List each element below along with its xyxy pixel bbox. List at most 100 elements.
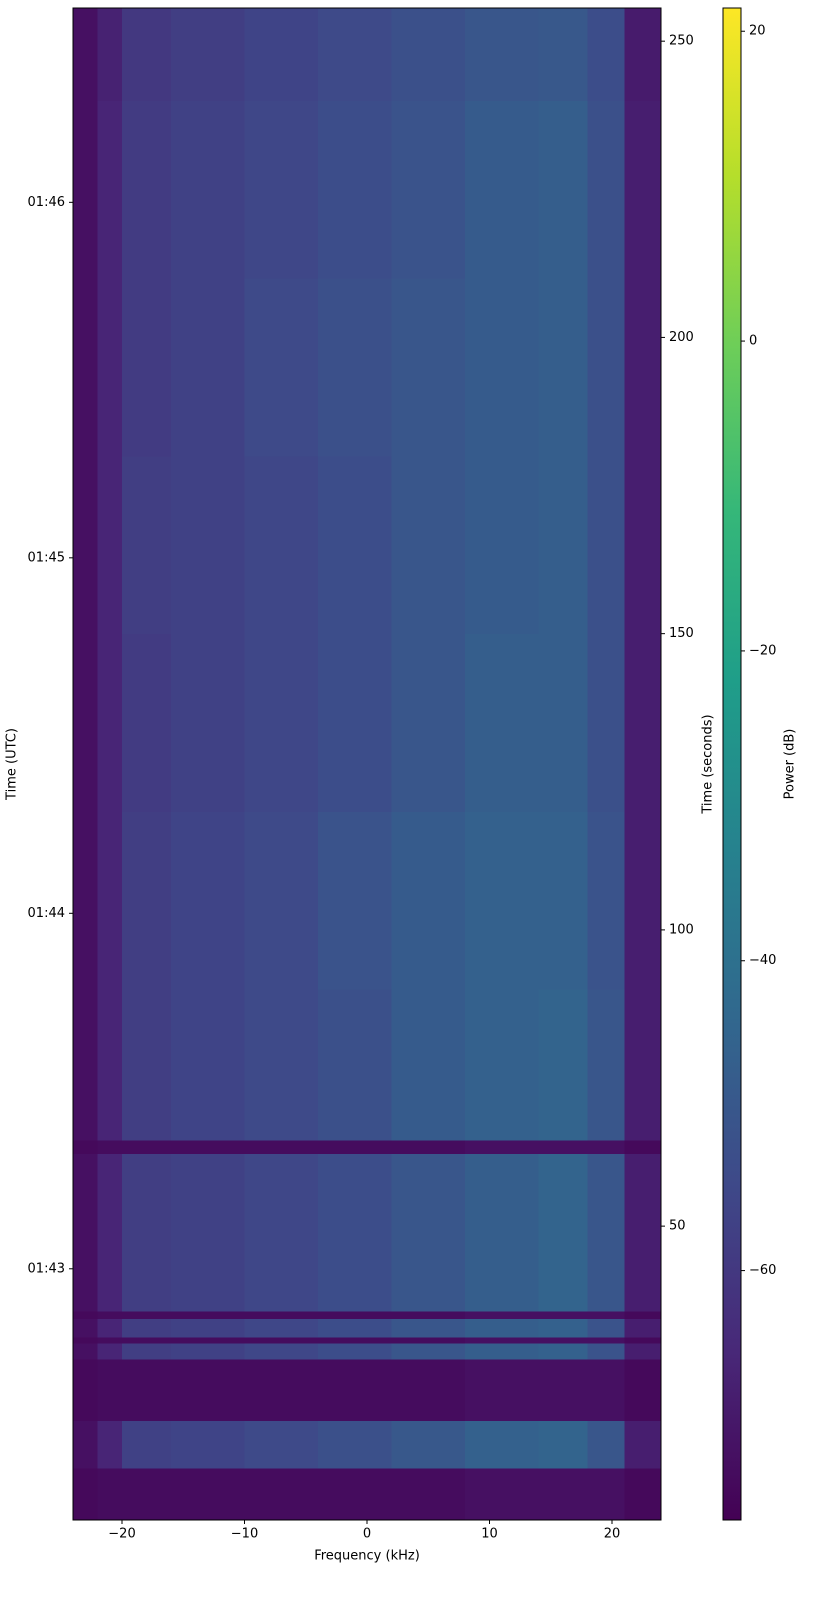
heat-cell	[244, 1358, 319, 1421]
heat-cell	[391, 278, 466, 457]
heat-cell	[538, 1420, 588, 1469]
heat-cell	[318, 1336, 392, 1344]
heat-cell	[122, 1467, 172, 1521]
heat-cell	[73, 989, 98, 1141]
heat-cell	[465, 1467, 539, 1521]
heat-cell	[171, 278, 245, 457]
heat-cell	[587, 278, 625, 457]
heat-cell	[587, 1342, 625, 1360]
heat-cell	[171, 100, 245, 279]
heat-cell	[538, 811, 588, 990]
heat-cell	[465, 1336, 539, 1344]
heat-cell	[538, 1358, 588, 1421]
heat-cell	[538, 8, 588, 101]
heat-cell	[624, 1420, 662, 1469]
heat-cell	[391, 633, 466, 812]
x-tick-label: 0	[363, 1527, 371, 1542]
heat-cell	[244, 1342, 319, 1360]
heat-cell	[171, 633, 245, 812]
heat-cell	[122, 1336, 172, 1344]
heat-cell	[538, 1467, 588, 1521]
heat-cell	[587, 1140, 625, 1154]
heat-cell	[624, 1140, 662, 1154]
heat-cell	[624, 1153, 662, 1312]
heat-cell	[587, 1336, 625, 1344]
heat-cell	[624, 633, 662, 812]
colorbar-tick-label: −60	[749, 1263, 776, 1278]
heat-cell	[122, 8, 172, 101]
heat-cell	[244, 8, 319, 101]
colorbar-tick-label: 20	[749, 24, 766, 39]
heat-cell	[624, 1342, 662, 1360]
heat-cell	[171, 8, 245, 101]
heat-cell	[171, 1358, 245, 1421]
heat-cell	[318, 278, 392, 457]
heat-cell	[73, 455, 98, 635]
y2-axis-label: Time (seconds)	[701, 714, 716, 814]
heat-cell	[318, 1310, 392, 1320]
heat-cell	[391, 1318, 466, 1338]
heat-cell	[587, 1310, 625, 1320]
heat-cell	[171, 989, 245, 1141]
heat-cell	[538, 989, 588, 1141]
heat-cell	[465, 1318, 539, 1338]
heat-cell	[538, 278, 588, 457]
heat-cell	[73, 1358, 98, 1421]
heat-cell	[391, 989, 466, 1141]
heat-cell	[171, 1153, 245, 1312]
heat-cell	[97, 633, 123, 812]
heat-cell	[122, 1310, 172, 1320]
heat-cell	[73, 278, 98, 457]
y2-tick-label: 200	[669, 330, 694, 345]
heat-cell	[624, 1336, 662, 1344]
heat-cell	[73, 1467, 98, 1521]
heat-cell	[171, 1467, 245, 1521]
heat-cell	[587, 633, 625, 812]
colorbar	[722, 7, 742, 1521]
heat-cell	[538, 455, 588, 635]
heat-cell	[624, 811, 662, 990]
heat-cell	[318, 1420, 392, 1469]
heat-cell	[244, 1336, 319, 1344]
heat-cell	[318, 811, 392, 990]
heat-cell	[171, 1310, 245, 1320]
heat-cell	[97, 1310, 123, 1320]
heat-cell	[244, 1140, 319, 1154]
heat-cell	[73, 1310, 98, 1320]
heat-cell	[587, 1318, 625, 1338]
heat-cell	[465, 455, 539, 635]
colorbar-tick-label: −40	[749, 953, 776, 968]
heat-cell	[171, 1140, 245, 1154]
x-axis-label: Frequency (kHz)	[314, 1549, 420, 1564]
heat-cell	[391, 1153, 466, 1312]
heat-cell	[122, 1342, 172, 1360]
heat-cell	[73, 100, 98, 279]
x-tick-label: 10	[481, 1527, 498, 1542]
heat-cell	[624, 8, 662, 101]
heat-cell	[587, 1467, 625, 1521]
heat-cell	[97, 1140, 123, 1154]
heat-cell	[465, 1310, 539, 1320]
heat-cell	[391, 1342, 466, 1360]
x-tick-label: −10	[231, 1527, 258, 1542]
heat-cell	[391, 1467, 466, 1521]
heat-cell	[624, 1467, 662, 1521]
y2-tick-label: 250	[669, 34, 694, 49]
heat-cell	[391, 8, 466, 101]
heat-cell	[122, 1358, 172, 1421]
heat-cell	[73, 633, 98, 812]
heat-cell	[318, 1140, 392, 1154]
heat-cell	[318, 100, 392, 279]
heat-cell	[97, 811, 123, 990]
heat-cell	[318, 1467, 392, 1521]
heat-cell	[587, 1420, 625, 1469]
heat-cell	[122, 1153, 172, 1312]
heat-cell	[624, 989, 662, 1141]
heat-cell	[465, 1153, 539, 1312]
heat-cell	[391, 1140, 466, 1154]
heat-cell	[465, 811, 539, 990]
heat-cell	[538, 1140, 588, 1154]
heat-cell	[97, 1336, 123, 1344]
heat-cell	[465, 633, 539, 812]
heat-cell	[244, 278, 319, 457]
